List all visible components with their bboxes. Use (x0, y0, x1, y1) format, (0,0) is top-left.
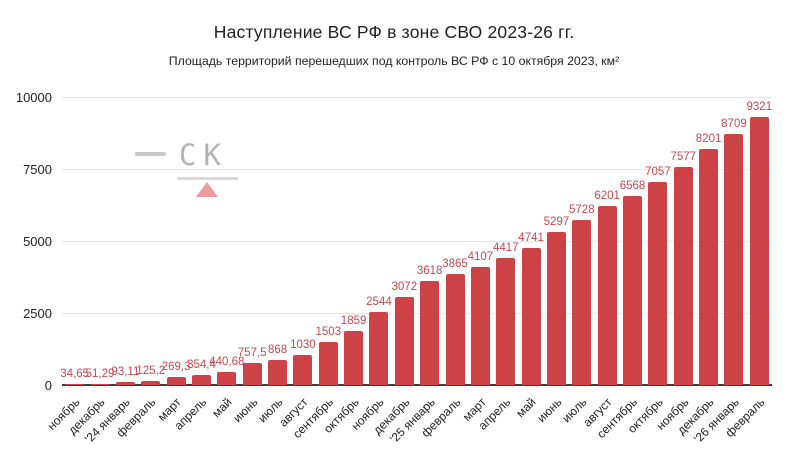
bar-value-label: 5728 (569, 204, 595, 217)
bar (268, 360, 288, 385)
bar (749, 116, 769, 385)
bar (673, 166, 693, 385)
bar (369, 311, 389, 385)
bar (648, 181, 668, 385)
bar-value-label: 7577 (670, 150, 697, 163)
bar (699, 148, 719, 385)
bar (90, 383, 110, 385)
x-axis-line (62, 384, 772, 386)
bar (191, 374, 211, 385)
chart-subtitle: Площадь территорий перешедших под контро… (168, 54, 620, 68)
bar (242, 363, 262, 385)
bar (597, 206, 617, 385)
bar (623, 195, 643, 385)
bar-value-label: 4107 (467, 250, 494, 263)
grid-line (62, 97, 772, 98)
bar (318, 341, 338, 385)
bar-value-label: 4741 (518, 232, 544, 245)
bar (724, 134, 744, 385)
bar-value-label: 8709 (721, 118, 747, 131)
bar (470, 266, 490, 385)
bar (65, 383, 85, 385)
y-tick-label: 7500 (23, 162, 52, 177)
bar (445, 273, 465, 385)
bar-value-label: 757,5 (237, 347, 267, 360)
bar-value-label: 269,3 (161, 361, 191, 374)
bar-value-label: 2544 (366, 295, 392, 308)
bar (344, 331, 364, 385)
bar (141, 381, 161, 385)
bar-value-label: 440,68 (209, 356, 245, 369)
dash-icon (135, 152, 166, 156)
x-tick-label: июнь (229, 395, 261, 426)
bar-value-label: 34,65 (60, 367, 90, 380)
y-tick-label: 10000 (15, 90, 52, 105)
y-tick-label: 5000 (23, 234, 52, 249)
bar (115, 382, 135, 385)
watermark-text: СК (179, 138, 228, 172)
bar-value-label: 3865 (442, 257, 468, 270)
triangle-icon (196, 182, 218, 197)
y-axis-labels: 0 2500 5000 7500 10000 (0, 90, 52, 393)
bar (293, 355, 313, 385)
bar-value-label: 4417 (492, 241, 519, 254)
bar-value-label: 354,4 (187, 358, 216, 371)
bar (546, 232, 566, 385)
grid-line (62, 241, 772, 242)
y-tick-label: 0 (44, 378, 52, 393)
bar-value-label: 8201 (695, 132, 722, 145)
y-tick-label: 2500 (23, 306, 52, 321)
bar-value-label: 6201 (594, 190, 620, 203)
bar (420, 280, 440, 385)
bar-value-label: 3072 (391, 280, 418, 293)
bar (217, 372, 237, 385)
x-tick-label: июнь (534, 395, 565, 426)
grid-line (62, 313, 772, 314)
watermark-underline (177, 177, 238, 180)
bar-value-label: 1503 (315, 325, 342, 338)
bar-value-label: 1859 (340, 315, 367, 328)
chart-title: Наступление ВС РФ в зоне СВО 2023-26 гг. (213, 22, 575, 42)
bar (572, 220, 592, 385)
bar (394, 296, 414, 385)
grid-line (62, 169, 772, 170)
bar-value-label: 5297 (543, 216, 570, 229)
bar (496, 257, 516, 385)
bar-value-label: 868 (267, 344, 288, 357)
bar-value-label: 6568 (619, 179, 646, 192)
bar (166, 377, 186, 385)
bar-value-label: 1030 (290, 339, 316, 352)
watermark: СК (132, 138, 252, 202)
bar-value-label: 93,11 (111, 366, 140, 379)
bar-value-label: 125,2 (136, 365, 166, 378)
bar-value-label: 9321 (746, 100, 773, 113)
x-axis-labels: ноябрь декабрь '24 январь февраль март апрель… (45, 389, 772, 468)
bar-value-label: 3618 (416, 264, 443, 277)
bar (521, 248, 541, 385)
bar-value-label: 7057 (645, 165, 671, 178)
plot-area: 34,65 51,29 93,11 125,2 269,3 354,4 440,68 757,… (60, 97, 773, 386)
bar-value-label: 51,29 (85, 367, 115, 380)
